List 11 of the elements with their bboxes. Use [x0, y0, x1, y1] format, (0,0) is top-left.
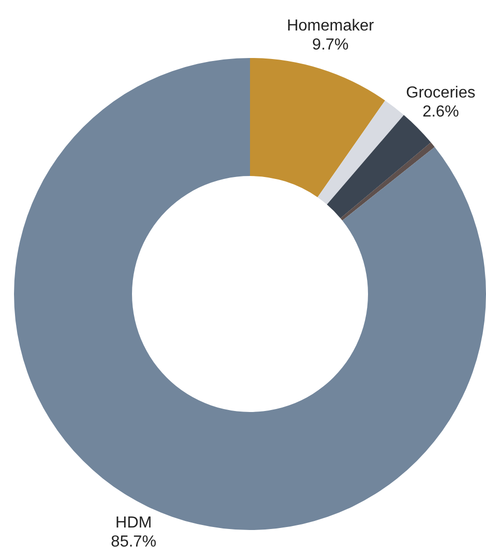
donut-slice — [250, 58, 386, 198]
slice-label: HDM — [115, 514, 152, 532]
data-label: 85.7% — [110, 533, 156, 547]
data-label: 2.6% — [422, 104, 459, 121]
donut-slice — [326, 115, 431, 218]
slice-label: Homemaker — [286, 17, 375, 34]
donut-slice — [318, 100, 404, 205]
donut-slice — [340, 142, 435, 221]
donut-slice — [14, 58, 486, 530]
data-label: 9.7% — [312, 36, 349, 54]
slice-label: Groceries — [406, 84, 476, 102]
